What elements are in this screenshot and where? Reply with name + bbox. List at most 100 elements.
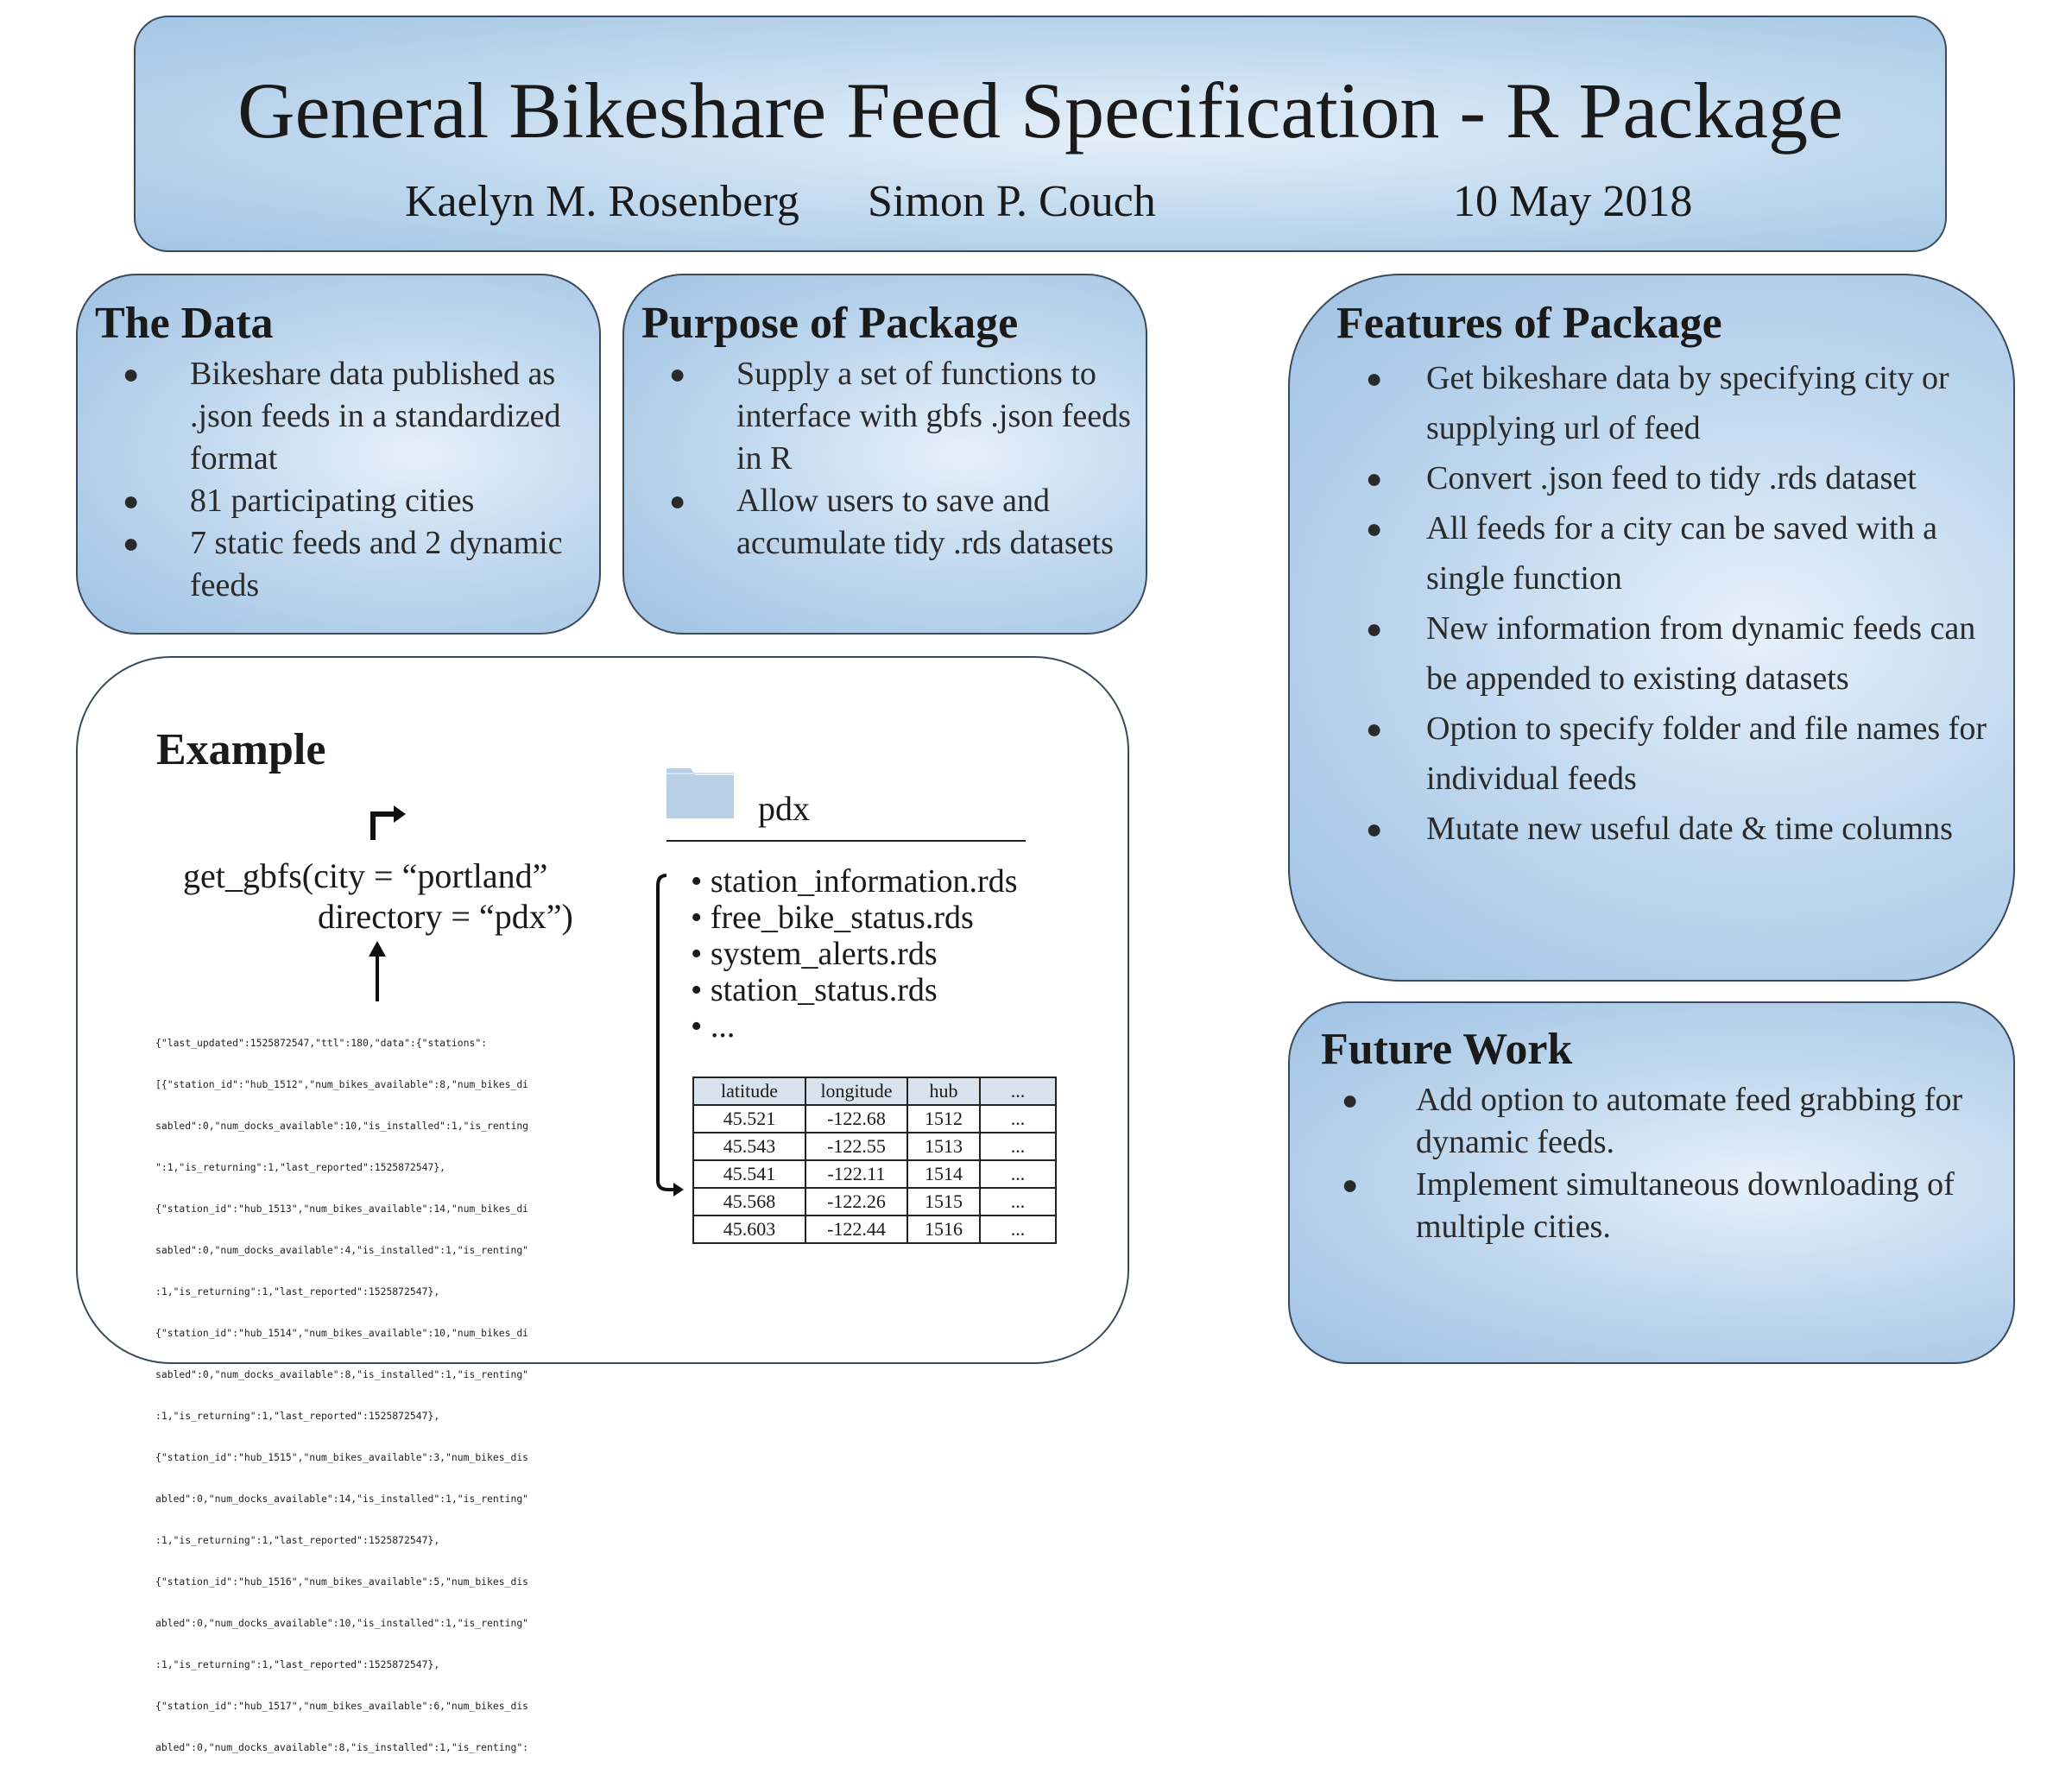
bullet-icon: ●: [1366, 813, 1383, 844]
table-cell: 1514: [906, 1159, 981, 1189]
table-cell: ...: [979, 1132, 1057, 1161]
list-item: ● New information from dynamic feeds can …: [1366, 603, 2005, 704]
bullet-icon: ●: [123, 527, 140, 559]
table-cell: ...: [979, 1159, 1057, 1189]
list-item: ● Allow users to save and accumulate tidy…: [669, 480, 1135, 565]
features-panel-list: ● Get bikeshare data by specifying city o…: [1366, 353, 2005, 854]
table-cell: 45.543: [692, 1132, 806, 1161]
list-item: ● Add option to automate feed grabbing fo…: [1342, 1079, 1998, 1164]
bullet-icon: ●: [123, 485, 140, 516]
file-item: • station_status.rds: [691, 972, 938, 1008]
code-line-2: directory = “pdx”): [318, 897, 573, 936]
col-longitude: longitude: [805, 1077, 908, 1106]
list-item: ● 7 static feeds and 2 dynamic feeds: [123, 522, 589, 607]
json-line: {"station_id":"hub_1515","num_bikes_avai…: [155, 1451, 529, 1463]
table-cell: 45.521: [692, 1104, 806, 1133]
bullet-icon: ●: [1366, 363, 1383, 394]
json-line: :1,"is_returning":1,"last_reported":1525…: [155, 1285, 440, 1298]
json-line: abled":0,"num_docks_available":10,"is_in…: [155, 1617, 529, 1629]
bullet-icon: ●: [1342, 1169, 1359, 1200]
author-1: Kaelyn M. Rosenberg: [405, 177, 799, 226]
table-row: 45.541 -122.11 1514 ...: [692, 1159, 1057, 1189]
table-row: 45.603 -122.44 1516 ...: [692, 1215, 1057, 1244]
folder-icon: [666, 768, 734, 818]
json-line: {"station_id":"hub_1513","num_bikes_avai…: [155, 1203, 529, 1215]
table-cell: ...: [979, 1104, 1057, 1133]
bullet-icon: ●: [669, 485, 686, 516]
json-line: :1,"is_returning":1,"last_reported":1525…: [155, 1658, 440, 1670]
table-row: 45.521 -122.68 1512 ...: [692, 1104, 1057, 1133]
list-item: ● Option to specify folder and file names…: [1366, 704, 2005, 804]
rds-table: latitude longitude hub ... 45.521 -122.6…: [692, 1077, 1057, 1244]
table-cell: -122.68: [805, 1104, 908, 1133]
json-line: [{"station_id":"hub_1512","num_bikes_ava…: [155, 1078, 529, 1090]
poster-date: 10 May 2018: [1453, 177, 1693, 226]
purpose-panel-title: Purpose of Package: [641, 299, 1019, 348]
json-line: abled":0,"num_docks_available":14,"is_in…: [155, 1493, 529, 1505]
features-panel-title: Features of Package: [1336, 299, 1722, 348]
bullet-icon: ●: [1366, 613, 1383, 644]
json-line: sabled":0,"num_docks_available":4,"is_in…: [155, 1244, 529, 1256]
file-item: • station_information.rds: [691, 863, 1018, 900]
json-line: sabled":0,"num_docks_available":8,"is_in…: [155, 1368, 529, 1380]
table-cell: 1516: [906, 1215, 981, 1244]
author-2: Simon P. Couch: [868, 177, 1156, 226]
code-line-1: get_gbfs(city = “portland”: [183, 856, 548, 895]
table-cell: 45.541: [692, 1159, 806, 1189]
bullet-icon: ●: [669, 358, 686, 389]
data-panel-title: The Data: [95, 299, 274, 348]
table-cell: 1515: [906, 1187, 981, 1216]
json-line: {"station_id":"hub_1517","num_bikes_avai…: [155, 1700, 529, 1712]
json-line: :1,"is_returning":1,"last_reported":1525…: [155, 1534, 440, 1546]
future-panel-list: ● Add option to automate feed grabbing fo…: [1342, 1079, 1998, 1248]
table-cell: ...: [979, 1187, 1057, 1216]
file-item: • system_alerts.rds: [691, 936, 938, 972]
json-line: ":1,"is_returning":1,"last_reported":152…: [155, 1161, 446, 1173]
folder-divider: [666, 840, 1026, 842]
json-line: {"last_updated":1525872547,"ttl":180,"da…: [155, 1037, 488, 1049]
col-hub: hub: [906, 1077, 981, 1106]
bullet-icon: ●: [1366, 463, 1383, 494]
list-item: ● All feeds for a city can be saved with …: [1366, 503, 2005, 603]
table-cell: 45.568: [692, 1187, 806, 1216]
arrow-turn-icon: [370, 805, 406, 840]
json-line: abled":0,"num_docks_available":8,"is_ins…: [155, 1741, 529, 1753]
file-list: • station_information.rds • free_bike_st…: [691, 863, 1018, 1045]
folder-name: pdx: [758, 789, 810, 828]
poster-title: General Bikeshare Feed Specification - R…: [237, 66, 1843, 155]
header-banner: General Bikeshare Feed Specification - R…: [134, 16, 1947, 252]
table-cell: -122.55: [805, 1132, 908, 1161]
json-feed-snippet: {"last_updated":1525872547,"ttl":180,"da…: [155, 1008, 613, 1768]
json-line: {"station_id":"hub_1514","num_bikes_avai…: [155, 1327, 529, 1339]
list-item: ● Supply a set of functions to interface …: [669, 353, 1135, 480]
purpose-panel: Purpose of Package ● Supply a set of func…: [622, 274, 1147, 635]
table-cell: -122.44: [805, 1215, 908, 1244]
col-more: ...: [979, 1077, 1057, 1106]
bullet-icon: ●: [1342, 1084, 1359, 1115]
list-item: ● Get bikeshare data by specifying city o…: [1366, 353, 2005, 453]
features-panel: Features of Package ● Get bikeshare data …: [1288, 274, 2015, 982]
file-item: • ...: [691, 1008, 736, 1045]
data-panel-list: ● Bikeshare data published as .json feeds…: [123, 353, 589, 607]
list-item: ● Mutate new useful date & time columns: [1366, 804, 2005, 854]
list-item: ● Implement simultaneous downloading of m…: [1342, 1164, 1998, 1248]
json-line: :1,"is_returning":1,"last_reported":1525…: [155, 1410, 440, 1422]
table-cell: 1513: [906, 1132, 981, 1161]
list-item: ● Convert .json feed to tidy .rds dataset: [1366, 453, 2005, 503]
list-item: ● Bikeshare data published as .json feeds…: [123, 353, 589, 480]
table-header-row: latitude longitude hub ...: [692, 1077, 1057, 1106]
col-latitude: latitude: [692, 1077, 806, 1106]
json-line: sabled":0,"num_docks_available":10,"is_i…: [155, 1120, 529, 1132]
list-item: ● 81 participating cities: [123, 480, 589, 522]
bullet-icon: ●: [123, 358, 140, 389]
future-panel: Future Work ● Add option to automate feed…: [1288, 1001, 2015, 1364]
future-panel-title: Future Work: [1321, 1025, 1573, 1074]
bullet-icon: ●: [1366, 513, 1383, 544]
example-panel: [76, 656, 1129, 1364]
table-row: 45.568 -122.26 1515 ...: [692, 1187, 1057, 1216]
table-cell: -122.11: [805, 1159, 908, 1189]
purpose-panel-list: ● Supply a set of functions to interface …: [669, 353, 1135, 565]
bullet-icon: ●: [1366, 713, 1383, 744]
table-cell: ...: [979, 1215, 1057, 1244]
file-item: • free_bike_status.rds: [691, 900, 974, 936]
